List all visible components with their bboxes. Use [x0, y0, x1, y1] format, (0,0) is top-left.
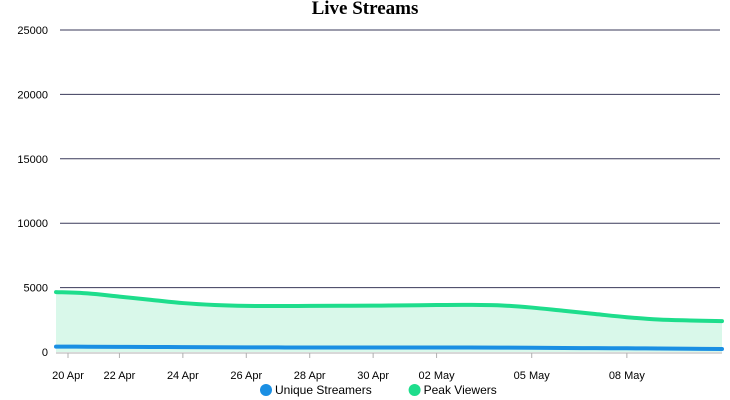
y-tick-label: 20000	[17, 89, 48, 101]
chart-title: Live Streams	[312, 0, 419, 19]
x-tick-label: 30 Apr	[357, 370, 389, 382]
x-tick-label: 22 Apr	[104, 370, 136, 382]
y-tick-label: 15000	[17, 154, 48, 166]
legend-item-peak-viewers[interactable]: Peak Viewers	[408, 383, 497, 397]
x-tick-label: 08 May	[609, 370, 646, 382]
y-axis-ticks: 0 5000 10000 15000 20000 25000	[17, 25, 48, 359]
y-tick-label: 25000	[17, 25, 48, 37]
y-tick-label: 0	[42, 347, 48, 359]
legend-marker-peak-viewers	[408, 384, 421, 396]
legend-marker-unique-streamers	[260, 384, 272, 396]
legend: Unique Streamers Peak Viewers	[260, 383, 497, 397]
x-axis-ticks: 20 Apr 22 Apr 24 Apr 26 Apr 28 Apr 30 Apr 02 M…	[52, 353, 645, 382]
x-tick-label: 02 May	[419, 370, 456, 382]
series-line-unique-streamers[interactable]	[54, 344, 724, 352]
x-tick-label: 20 Apr	[52, 370, 84, 382]
y-tick-label: 10000	[17, 218, 48, 230]
x-tick-label: 05 May	[514, 370, 551, 382]
x-tick-label: 24 Apr	[167, 370, 199, 382]
y-tick-label: 5000	[24, 283, 48, 295]
x-tick-label: 26 Apr	[230, 370, 262, 382]
series-layer	[54, 290, 724, 352]
gridlines	[56, 29, 722, 354]
legend-item-unique-streamers[interactable]: Unique Streamers	[260, 383, 372, 397]
legend-label-unique-streamers: Unique Streamers	[275, 383, 372, 397]
series-line-peak-viewers[interactable]	[54, 290, 724, 324]
x-tick-label: 28 Apr	[294, 370, 326, 382]
legend-label-peak-viewers: Peak Viewers	[424, 383, 497, 397]
